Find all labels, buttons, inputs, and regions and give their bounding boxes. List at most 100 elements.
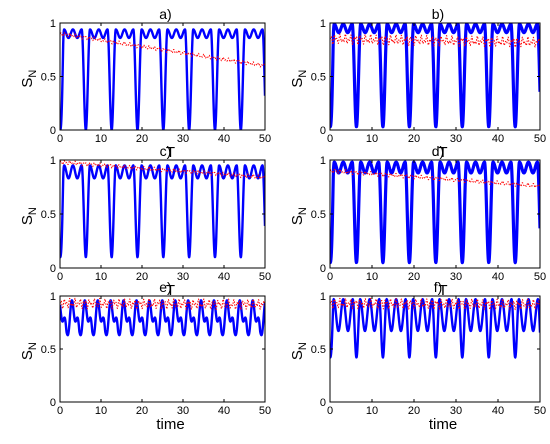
x-tick-label: 30 (450, 405, 462, 417)
x-tick-label: 30 (177, 271, 189, 283)
x-tick-label: 50 (534, 133, 546, 145)
x-tick-label: 40 (218, 271, 230, 283)
y-axis-label-main: S (19, 78, 36, 88)
y-axis-label-main: S (289, 215, 306, 225)
y-tick-label: 1 (320, 18, 326, 30)
x-tick-label: 20 (408, 405, 420, 417)
x-tick-label: 20 (408, 271, 420, 283)
x-tick-label: 40 (492, 133, 504, 145)
x-tick-label: 10 (95, 133, 107, 145)
x-axis-label: T (438, 144, 447, 161)
y-tick-label: 0 (320, 125, 326, 137)
y-tick-label: 1 (50, 291, 56, 303)
y-tick-label: 0 (50, 125, 56, 137)
x-axis-label: T (166, 144, 175, 161)
blue-series-line (330, 160, 540, 265)
y-tick-label: 0.5 (311, 72, 326, 84)
panel-label: b) (432, 6, 444, 22)
panel-label: e) (159, 279, 171, 295)
y-axis-label-subscript: N (297, 207, 309, 215)
axes-frame (59, 295, 266, 403)
y-axis-label: SN (289, 70, 309, 88)
panel-c: 0 10 20 30 40 50 0 0.5 1 SN Tc) (19, 143, 271, 299)
x-tick-label: 30 (450, 271, 462, 283)
x-tick-label: 0 (327, 133, 333, 145)
y-tick-label: 1 (50, 155, 56, 167)
x-axis-label: time (429, 416, 457, 433)
x-tick-label: 20 (136, 271, 148, 283)
blue-series-line (60, 28, 265, 130)
x-tick-label: 30 (177, 405, 189, 417)
y-axis-label-subscript: N (297, 70, 309, 78)
x-tick-label: 10 (366, 133, 378, 145)
x-tick-label: 50 (259, 133, 271, 145)
y-tick-label: 1 (320, 155, 326, 167)
y-axis-label-subscript: N (27, 342, 39, 350)
panel-label: a) (159, 6, 171, 22)
x-tick-label: 10 (95, 271, 107, 283)
y-axis-label-subscript: N (27, 70, 39, 78)
red-series-line (330, 297, 540, 311)
red-series-line (330, 33, 540, 48)
y-tick-label: 0.5 (311, 209, 326, 221)
y-axis-label: SN (19, 342, 39, 360)
x-tick-label: 0 (57, 133, 63, 145)
x-tick-label: 10 (366, 405, 378, 417)
y-axis-label-main: S (289, 350, 306, 360)
x-tick-label: 20 (136, 133, 148, 145)
panel-label: d) (432, 143, 444, 159)
x-tick-label: 10 (366, 271, 378, 283)
x-tick-label: 20 (136, 405, 148, 417)
y-axis-label: SN (289, 207, 309, 225)
x-axis-label: T (438, 282, 447, 299)
x-tick-label: 50 (534, 271, 546, 283)
red-series-line (60, 160, 265, 180)
blue-series-line (330, 23, 540, 129)
panel-b: 0 10 20 30 40 50 0 0.5 1 SN Tb) (289, 6, 546, 161)
y-tick-label: 0 (50, 397, 56, 409)
x-axis-label: T (166, 282, 175, 299)
x-tick-label: 0 (57, 405, 63, 417)
y-tick-label: 0.5 (41, 344, 56, 356)
y-tick-label: 0 (320, 263, 326, 275)
x-tick-label: 0 (327, 271, 333, 283)
x-tick-label: 40 (492, 405, 504, 417)
panel-d: 0 10 20 30 40 50 0 0.5 1 SN Td) (289, 143, 546, 299)
y-axis-label-subscript: N (297, 342, 309, 350)
y-tick-label: 0 (50, 263, 56, 275)
x-tick-label: 50 (259, 271, 271, 283)
x-tick-label: 40 (218, 133, 230, 145)
y-axis-label: SN (289, 342, 309, 360)
x-tick-label: 50 (534, 405, 546, 417)
y-tick-label: 0 (320, 397, 326, 409)
y-tick-label: 1 (50, 18, 56, 30)
red-series-line (60, 297, 265, 311)
y-tick-label: 0.5 (41, 209, 56, 221)
y-axis-label-main: S (19, 215, 36, 225)
blue-series-line (330, 297, 540, 359)
y-tick-label: 1 (320, 291, 326, 303)
x-axis-label: time (156, 416, 184, 433)
y-axis-label: SN (19, 207, 39, 225)
y-axis-label-main: S (19, 350, 36, 360)
x-tick-label: 40 (492, 271, 504, 283)
x-tick-label: 40 (218, 405, 230, 417)
y-tick-label: 0.5 (311, 344, 326, 356)
panel-a: 0 10 20 30 40 50 0 0.5 1 SN Ta) (19, 6, 271, 161)
x-tick-label: 10 (95, 405, 107, 417)
y-axis-label: SN (19, 70, 39, 88)
panel-label: f) (434, 279, 443, 295)
red-series-line (60, 32, 265, 68)
x-tick-label: 30 (450, 133, 462, 145)
x-tick-label: 20 (408, 133, 420, 145)
y-tick-label: 0.5 (41, 72, 56, 84)
blue-series-line (60, 299, 265, 337)
blue-series-line (60, 164, 265, 259)
y-axis-label-subscript: N (27, 207, 39, 215)
x-tick-label: 50 (259, 405, 271, 417)
x-tick-label: 0 (57, 271, 63, 283)
y-axis-label-main: S (289, 78, 306, 88)
